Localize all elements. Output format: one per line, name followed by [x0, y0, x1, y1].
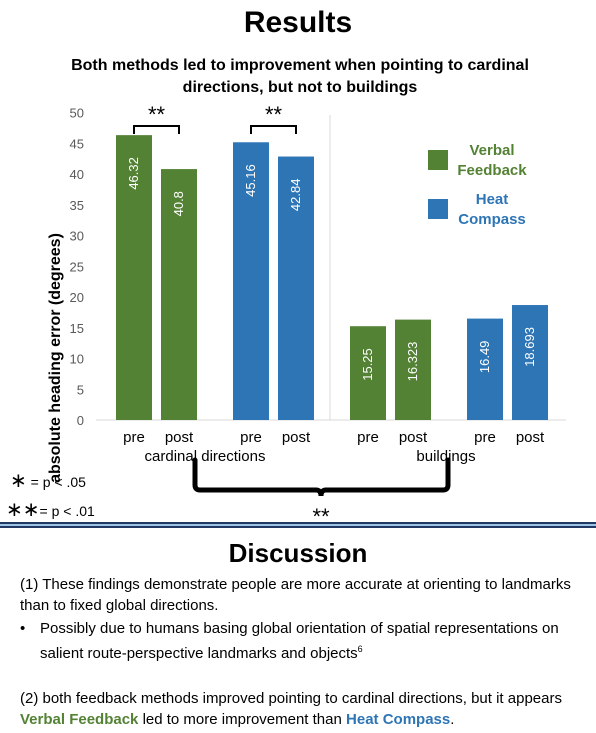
bar-pre-2: [233, 142, 269, 420]
significance-key-double: ∗∗= p < .01: [6, 497, 95, 522]
significance-key-single: ∗ = p < .05: [10, 468, 86, 493]
discussion-title: Discussion: [228, 538, 368, 568]
section-divider: [0, 522, 596, 528]
legend-verbal-feedback-label: Verbal Feedback: [457, 142, 527, 179]
discussion-point-1: (1) These findings demonstrate people ar…: [20, 576, 571, 614]
point2-heat-compass: Heat Compass: [346, 711, 451, 728]
category-label-pre: pre: [357, 429, 379, 446]
discussion-point-2: (2) both feedback methods improved point…: [20, 688, 595, 730]
bar-post-1: [161, 169, 197, 420]
bar-pre-6: [467, 318, 503, 420]
bar-value-label: 15.25: [360, 348, 375, 381]
point2-mid: led to more improvement than: [138, 711, 347, 728]
y-tick-label: 15: [70, 321, 84, 336]
bar-value-label: 45.16: [243, 164, 258, 197]
bar-post-5: [395, 319, 431, 420]
double-asterisk-symbol: ∗∗: [6, 499, 40, 521]
results-subtitle: Both methods led to improvement when poi…: [71, 57, 529, 96]
double-asterisk-meaning: = p < .01: [39, 503, 95, 519]
bar-value-label: 16.323: [405, 342, 420, 382]
category-label-post: post: [399, 429, 428, 446]
y-tick-label: 5: [77, 382, 84, 397]
bar-post-7: [512, 305, 548, 420]
group-comparison-bracket: [192, 457, 451, 497]
point2-start: (2) both feedback methods improved point…: [20, 690, 562, 707]
y-tick-label: 25: [70, 259, 84, 274]
group-label: cardinal directions: [145, 448, 266, 465]
legend-swatch: [428, 150, 448, 170]
y-tick-label: 40: [70, 167, 84, 182]
category-label-post: post: [282, 429, 311, 446]
bullet-dot: •: [20, 620, 26, 637]
y-tick-label: 30: [70, 229, 84, 244]
results-title: Results: [243, 6, 353, 39]
bar-post-3: [278, 156, 314, 420]
y-tick-label: 20: [70, 290, 84, 305]
group-label: buildings: [416, 448, 475, 465]
bullet-body: Possibly due to humans basing global ori…: [40, 620, 559, 662]
y-tick-label: 45: [70, 136, 84, 151]
legend-swatch: [428, 199, 448, 219]
bar-value-label: 46.32: [126, 157, 141, 190]
y-tick-label: 50: [70, 106, 84, 121]
category-label-pre: pre: [123, 429, 145, 446]
significance-bracket: [133, 125, 180, 134]
y-axis-label: absolute heading error (degrees): [47, 233, 64, 483]
bar-chart: 0 5 10 15 20 25 30 35 40 45 50 46.32 40.8 45.16 42.84…: [47, 102, 566, 529]
bar-value-label: 42.84: [288, 179, 303, 212]
point2-verbal-feedback: Verbal Feedback: [20, 711, 139, 728]
category-label-post: post: [165, 429, 194, 446]
significance-bracket: [250, 125, 297, 134]
single-asterisk-meaning: = p < .05: [26, 474, 86, 490]
y-tick-label: 10: [70, 352, 84, 367]
bar-pre-4: [350, 326, 386, 420]
significance-marker: **: [148, 102, 166, 127]
y-tick-label: 35: [70, 198, 84, 213]
category-label-pre: pre: [240, 429, 262, 446]
single-asterisk-symbol: ∗: [10, 470, 27, 492]
bullet-text: Possibly due to humans basing global ori…: [40, 618, 590, 664]
bar-pre-0: [116, 135, 152, 420]
citation-superscript: 6: [357, 644, 363, 654]
bar-value-label: 16.49: [477, 341, 492, 374]
category-label-post: post: [516, 429, 545, 446]
point2-end: .: [450, 711, 455, 728]
legend-heat-compass-label: Heat Compass: [458, 191, 526, 228]
bar-value-label: 40.8: [171, 191, 186, 216]
bar-value-label: 18.693: [522, 327, 537, 367]
significance-marker: **: [265, 102, 283, 127]
category-label-pre: pre: [474, 429, 496, 446]
y-tick-label: 0: [77, 413, 84, 428]
